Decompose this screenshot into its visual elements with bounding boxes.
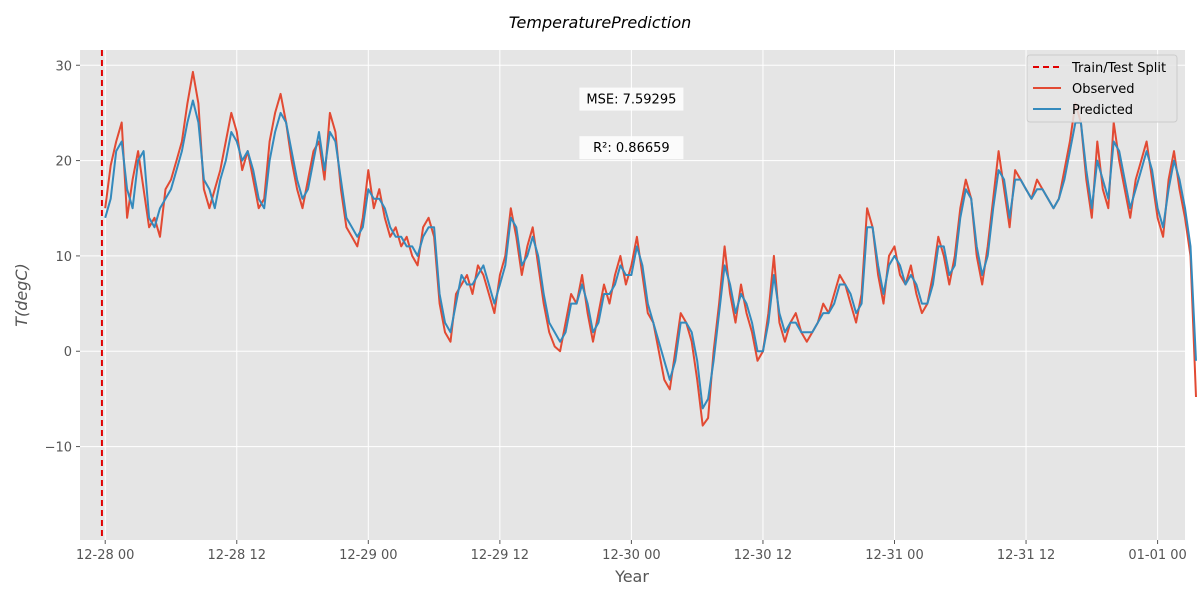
x-axis-ticks: 12-28 00 12-28 12 12-29 00 12-29 12 12-30 00…: [76, 540, 1187, 563]
x-tick-label: 12-30 00: [602, 548, 660, 563]
grid-lines: [80, 50, 1185, 540]
series-line-predicted: [104, 99, 1197, 410]
x-tick-label: 12-28 00: [76, 548, 134, 563]
plot-area: [80, 50, 1185, 540]
y-tick-label: 30: [55, 59, 72, 74]
annotation-box: [579, 136, 684, 160]
y-tick-label: 0: [64, 345, 72, 360]
y-tick-label: 20: [55, 155, 72, 170]
annotation-box: [579, 87, 684, 111]
x-tick-label: 12-29 00: [339, 548, 397, 563]
x-tick-label: 12-30 12: [734, 548, 792, 563]
x-tick-label: 12-31 00: [865, 548, 923, 563]
x-tick-label: 12-28 12: [208, 548, 266, 563]
y-axis-ticks: −10 0 10 20 30: [45, 59, 80, 456]
x-tick-label: 12-29 12: [471, 548, 529, 563]
metric-annotations: MSE: 7.59295 R²: 0.86659: [579, 87, 684, 160]
y-tick-label: 10: [55, 250, 72, 265]
annotation-text: R²: 0.86659: [593, 141, 670, 156]
annotation: R²: 0.86659: [579, 136, 684, 160]
x-axis-title: Year: [614, 567, 649, 586]
series-layer: [104, 70, 1197, 427]
legend: Train/Test Split Observed Predicted: [1026, 54, 1178, 123]
x-tick-label: 12-31 12: [997, 548, 1055, 563]
annotation: MSE: 7.59295: [579, 87, 684, 111]
legend-observed-label: Observed: [1072, 82, 1135, 97]
legend-split-label: Train/Test Split: [1071, 61, 1166, 76]
x-tick-label: 01-01 00: [1128, 548, 1186, 563]
chart-title: TemperaturePrediction: [509, 13, 692, 32]
annotation-text: MSE: 7.59295: [586, 93, 676, 108]
legend-box: [1026, 54, 1178, 123]
y-tick-label: −10: [45, 441, 72, 456]
legend-predicted-label: Predicted: [1072, 103, 1133, 118]
y-axis-title: T(degC): [12, 263, 31, 327]
